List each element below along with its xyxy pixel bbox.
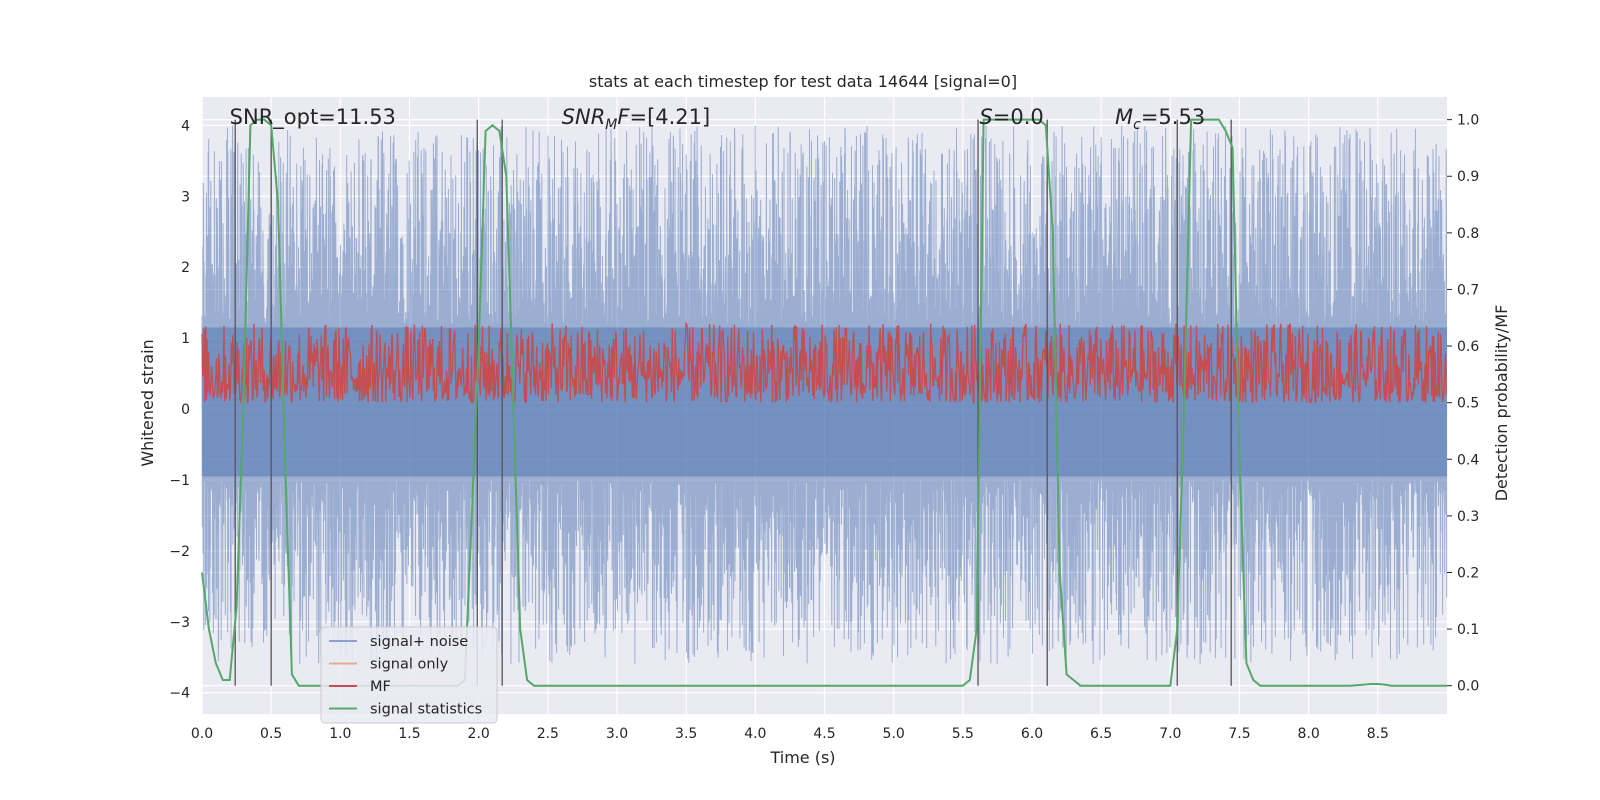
legend-box xyxy=(320,626,498,724)
legend-label: signal statistics xyxy=(370,702,482,718)
x-tick-label: 8.5 xyxy=(1367,726,1389,742)
vertical-markers xyxy=(234,119,1232,686)
y-right-tick-label: 0.8 xyxy=(1457,226,1479,242)
annotation-text: SNRMF=[4.21] xyxy=(562,105,711,133)
y-tick-labels: 4 3 2 1 0 −1 −2 −3 −4 xyxy=(169,118,190,701)
x-tick-label: 3.0 xyxy=(606,726,628,742)
y-right-tick-label: 0.4 xyxy=(1457,452,1479,468)
x-tick-label: 6.0 xyxy=(1021,726,1043,742)
y-right-tick-label: 0.2 xyxy=(1457,565,1479,581)
y-right-tick-label: 0.3 xyxy=(1457,509,1479,525)
x-tick-label: 4.0 xyxy=(744,726,766,742)
y-tick-label: −2 xyxy=(169,544,190,560)
y-tick-label: 2 xyxy=(181,260,190,276)
x-tick-label: 6.5 xyxy=(1090,726,1112,742)
annotations: SNR_opt=11.53 SNRMF=[4.21] S=0.0 Mc=5.53 xyxy=(230,105,1206,133)
y-tick-label: 3 xyxy=(181,189,190,205)
x-tick-label: 8.0 xyxy=(1298,726,1320,742)
y-tick-label: −4 xyxy=(169,686,190,702)
x-tick-label: 5.5 xyxy=(952,726,974,742)
annotation-text: SNR_opt=11.53 xyxy=(230,105,396,130)
x-axis-label: Time (s) xyxy=(769,748,835,767)
y-tick-label: 0 xyxy=(181,402,190,418)
y-right-axis-label: Detection probability/MF xyxy=(1492,305,1511,502)
x-tick-label: 3.5 xyxy=(675,726,697,742)
legend-label: signal+ noise xyxy=(370,634,468,650)
y-tick-label: −3 xyxy=(169,615,190,631)
y-right-tick-label: 0.0 xyxy=(1457,679,1479,695)
y-axis-label: Whitened strain xyxy=(138,339,157,466)
y-tick-label: 1 xyxy=(181,331,190,347)
annotation-text: S=0.0 xyxy=(979,105,1043,129)
y-right-tick-label: 0.9 xyxy=(1457,169,1479,185)
x-tick-label: 2.0 xyxy=(468,726,490,742)
noise-line xyxy=(201,125,1448,665)
x-tick-label: 7.0 xyxy=(1159,726,1181,742)
y-right-tick-labels: 1.0 0.9 0.8 0.7 0.6 0.5 0.4 0.3 0.2 0.1 0.0 xyxy=(1447,113,1479,695)
y-tick-label: 4 xyxy=(181,118,190,134)
x-tick-label: 2.5 xyxy=(537,726,559,742)
x-tick-label: 5.0 xyxy=(883,726,905,742)
legend: signal+ noise signal only MF signal statist… xyxy=(320,626,498,724)
x-tick-label: 0.0 xyxy=(191,726,213,742)
statistics-line xyxy=(201,118,1447,687)
annotation-text: Mc=5.53 xyxy=(1115,105,1205,133)
y-right-tick-label: 0.6 xyxy=(1457,339,1479,355)
chart-title: stats at each timestep for test data 146… xyxy=(589,72,1017,91)
x-tick-label: 4.5 xyxy=(813,726,835,742)
legend-label: signal only xyxy=(370,657,449,673)
x-tick-label: 0.5 xyxy=(260,726,282,742)
y-right-tick-label: 0.7 xyxy=(1457,282,1479,298)
x-tick-label: 7.5 xyxy=(1228,726,1250,742)
legend-label: MF xyxy=(370,679,391,695)
y-right-tick-label: 0.5 xyxy=(1457,396,1479,412)
x-tick-label: 1.0 xyxy=(329,726,351,742)
x-tick-labels: 0.0 0.5 1.0 1.5 2.0 2.5 3.0 3.5 4.0 4.5 5.0 5.5 6.0 6… xyxy=(191,726,1389,742)
y-right-tick-label: 1.0 xyxy=(1457,113,1479,129)
x-tick-label: 1.5 xyxy=(398,726,420,742)
y-right-tick-label: 0.1 xyxy=(1457,622,1479,638)
y-tick-label: −1 xyxy=(169,473,190,489)
series-signal-statistics xyxy=(201,118,1447,687)
